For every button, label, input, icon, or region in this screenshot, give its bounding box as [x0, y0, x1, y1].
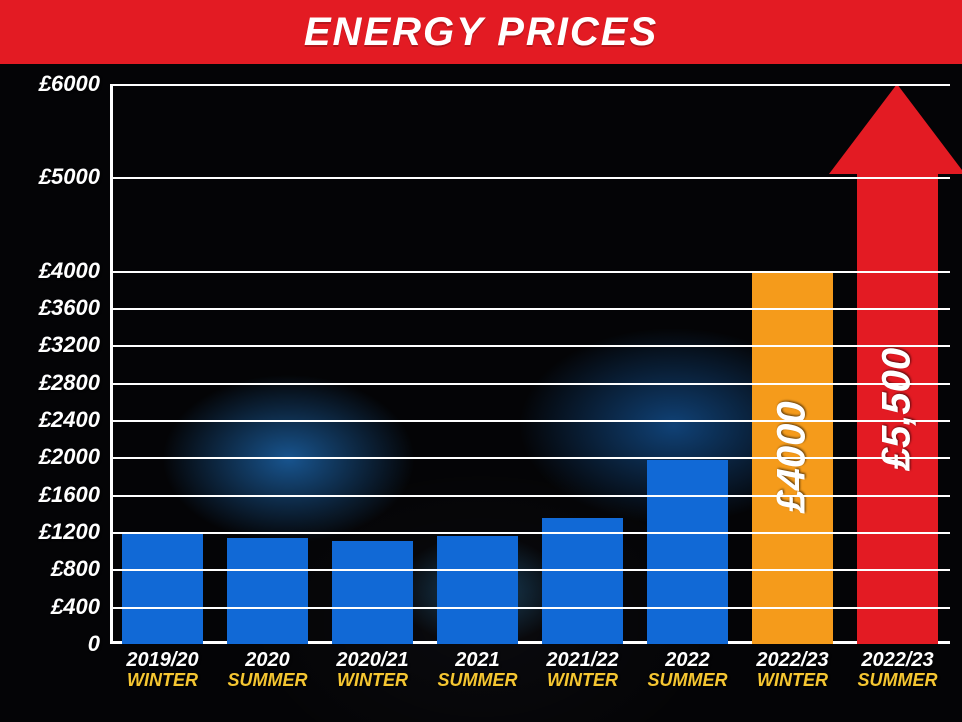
gridline — [110, 271, 950, 273]
gridline — [110, 607, 950, 609]
gridline — [110, 383, 950, 385]
ytick-label: £2400 — [39, 407, 110, 433]
xtick-label: 2022SUMMER — [635, 650, 740, 690]
xtick-year: 2022/23 — [740, 650, 845, 671]
ytick-label: £5000 — [39, 164, 110, 190]
xtick-year: 2021 — [425, 650, 530, 671]
xtick-label: 2022/23SUMMER — [845, 650, 950, 690]
gridline — [110, 84, 950, 86]
ytick-label: £3200 — [39, 332, 110, 358]
xtick-season: SUMMER — [845, 671, 950, 690]
xtick-label: 2021SUMMER — [425, 650, 530, 690]
ytick-label: 0 — [88, 631, 110, 657]
xtick-season: WINTER — [530, 671, 635, 690]
gridline — [110, 495, 950, 497]
xtick-year: 2022 — [635, 650, 740, 671]
xtick-season: WINTER — [740, 671, 845, 690]
ytick-label: £4000 — [39, 258, 110, 284]
bars-container: £4000£5,500 — [110, 84, 950, 644]
bar — [542, 518, 624, 644]
bar — [647, 460, 729, 644]
xtick-season: SUMMER — [425, 671, 530, 690]
ytick-label: £2000 — [39, 444, 110, 470]
gridline — [110, 308, 950, 310]
bar — [122, 534, 204, 644]
ytick-label: £800 — [51, 556, 110, 582]
xtick-year: 2020 — [215, 650, 320, 671]
ytick-label: £1200 — [39, 519, 110, 545]
chart-title: ENERGY PRICES — [304, 10, 658, 55]
xtick-year: 2022/23 — [845, 650, 950, 671]
bar — [332, 541, 414, 644]
ytick-label: £1600 — [39, 482, 110, 508]
chart-area: £4000£5,500 0£400£800£1200£1600£2000£240… — [0, 64, 962, 722]
xtick-season: WINTER — [110, 671, 215, 690]
xtick-label: 2021/22WINTER — [530, 650, 635, 690]
xtick-year: 2020/21 — [320, 650, 425, 671]
bar-value-label: £5,500 — [875, 348, 920, 470]
gridline — [110, 532, 950, 534]
ytick-label: £6000 — [39, 71, 110, 97]
xtick-year: 2019/20 — [110, 650, 215, 671]
plot-region: £4000£5,500 0£400£800£1200£1600£2000£240… — [110, 84, 950, 644]
ytick-label: £2800 — [39, 370, 110, 396]
xtick-label: 2020SUMMER — [215, 650, 320, 690]
bar — [227, 538, 309, 644]
xtick-label: 2022/23WINTER — [740, 650, 845, 690]
ytick-label: £3600 — [39, 295, 110, 321]
xtick-season: SUMMER — [215, 671, 320, 690]
header-band: ENERGY PRICES — [0, 0, 962, 64]
forecast-arrow: £5,500 — [857, 174, 939, 644]
xtick-label: 2020/21WINTER — [320, 650, 425, 690]
gridline — [110, 420, 950, 422]
xtick-season: SUMMER — [635, 671, 740, 690]
ytick-label: £400 — [51, 594, 110, 620]
gridline — [110, 457, 950, 459]
xtick-season: WINTER — [320, 671, 425, 690]
gridline — [110, 569, 950, 571]
gridline — [110, 345, 950, 347]
xtick-label: 2019/20WINTER — [110, 650, 215, 690]
bar — [437, 536, 519, 644]
gridline — [110, 177, 950, 179]
xtick-year: 2021/22 — [530, 650, 635, 671]
forecast-arrow-head — [829, 84, 962, 174]
